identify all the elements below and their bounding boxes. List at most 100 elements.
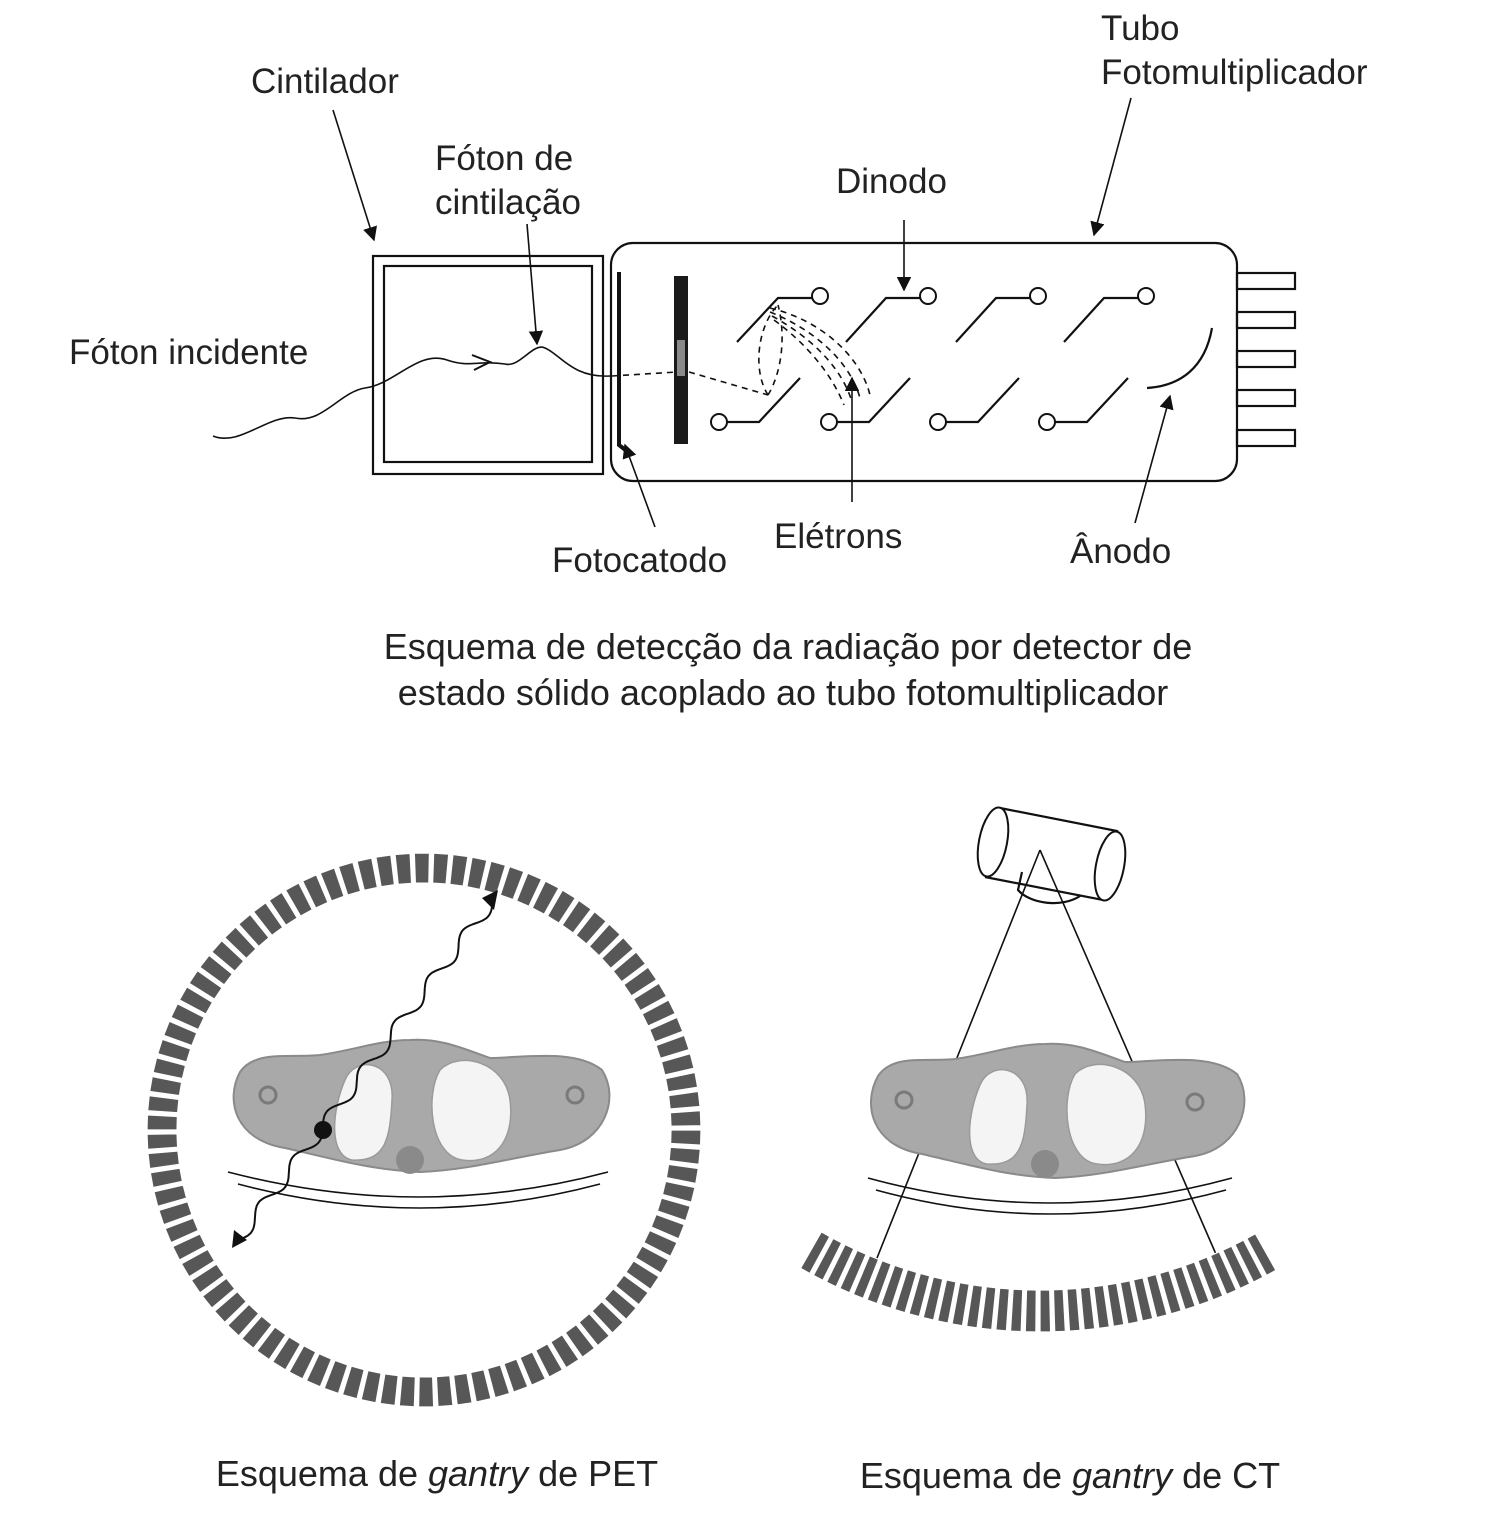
pet-detector-element xyxy=(223,926,257,960)
pet-detector-element xyxy=(591,1300,625,1334)
pet-detector-element xyxy=(641,999,677,1027)
pet-detector-element xyxy=(669,1110,702,1127)
pet-detector-element xyxy=(588,923,622,957)
caption-ct: Esquema de gantry de CT xyxy=(860,1455,1280,1496)
ct-detector-element xyxy=(1106,1282,1125,1328)
pet-detector-element xyxy=(323,1359,349,1395)
pet-detector-element xyxy=(612,951,647,983)
pet-detector-element xyxy=(305,1352,333,1388)
ct-detector-element xyxy=(1209,1251,1238,1296)
photocathode xyxy=(617,272,630,454)
label-tubo-2: Fotomultiplicador xyxy=(1101,53,1368,92)
pet-detector-element xyxy=(661,1180,696,1203)
pet-detector-element xyxy=(466,856,488,891)
label-foton-cintilacao-2: cintilação xyxy=(435,183,581,222)
ct-detector-element xyxy=(922,1276,944,1321)
ct-detector-element xyxy=(936,1279,957,1324)
pet-detector-element xyxy=(561,899,593,934)
pet-detector-element xyxy=(665,1163,699,1185)
pet-detector-element xyxy=(147,1094,180,1114)
ct-detector-element xyxy=(1052,1288,1066,1333)
ct-detector-element xyxy=(1221,1245,1251,1290)
pet-detector-element xyxy=(632,982,668,1012)
pet-detector-ring xyxy=(146,852,702,1408)
ct-detector-element xyxy=(812,1237,843,1282)
pet-detector-element xyxy=(356,857,379,892)
ct-detector-element xyxy=(852,1254,880,1300)
ct-detector-element xyxy=(1009,1288,1024,1333)
pet-detector-element xyxy=(360,1369,382,1404)
pointer-arrows xyxy=(332,97,1174,528)
pet-detector-element xyxy=(255,1326,287,1361)
ct-detector-element xyxy=(1039,1289,1052,1333)
pet-detector-element xyxy=(147,1150,181,1170)
pet-detector-element xyxy=(483,860,507,895)
pet-detector-element xyxy=(284,882,314,917)
electron-cascade xyxy=(758,304,871,406)
ct-detector-element xyxy=(839,1249,867,1294)
pet-detector-element xyxy=(149,1075,183,1097)
pet-patient-section xyxy=(227,1038,611,1209)
pet-detector-element xyxy=(575,910,608,945)
pet-detector-element xyxy=(417,1376,435,1408)
ct-detector-element xyxy=(880,1264,905,1310)
ct-detector-element xyxy=(1184,1261,1210,1306)
ct-detector-element xyxy=(1171,1265,1196,1311)
ct-gantry xyxy=(799,806,1277,1333)
pet-detector-element xyxy=(600,936,635,970)
pet-detector-element xyxy=(670,1129,702,1146)
label-foton-incidente: Fóton incidente xyxy=(69,333,308,372)
ct-detector-element xyxy=(1145,1273,1168,1319)
pet-detector-element xyxy=(156,1038,192,1063)
pet-detector-element xyxy=(288,1344,317,1380)
pet-detector-element xyxy=(210,939,245,973)
pet-detector-element xyxy=(650,1213,686,1240)
ct-detector-element xyxy=(799,1231,831,1275)
pet-detector-element xyxy=(578,1312,611,1347)
ct-detector-element xyxy=(995,1287,1010,1332)
caption-top-line-2: estado sólido acoplado ao tubo fotomulti… xyxy=(398,672,1169,713)
caption-pet: Esquema de gantry de PET xyxy=(216,1453,658,1494)
ct-detector-element xyxy=(825,1243,855,1288)
pet-detector-element xyxy=(170,1002,205,1031)
pet-detector-element xyxy=(469,1368,492,1403)
pet-detector-element xyxy=(379,1373,399,1407)
pet-detector-element xyxy=(413,852,431,884)
pet-detector-element xyxy=(252,901,284,937)
pet-detector-element xyxy=(375,854,396,888)
pet-detector-element xyxy=(625,1260,660,1291)
pet-detector-element xyxy=(519,1351,547,1387)
ct-detector-element xyxy=(965,1284,984,1329)
pet-detector-element xyxy=(603,1287,638,1321)
caption-top-line-1: Esquema de detecção da radiação por dete… xyxy=(384,626,1193,667)
ct-detector-element xyxy=(894,1268,918,1314)
ct-detector-element xyxy=(866,1259,892,1305)
ct-detector-element xyxy=(1246,1232,1277,1277)
pet-detector-element xyxy=(178,986,214,1015)
ct-detector-element xyxy=(1234,1239,1264,1283)
pet-detector-element xyxy=(660,1052,695,1076)
pet-detector-element xyxy=(237,913,270,948)
pet-detector-element xyxy=(515,872,543,908)
ct-detector-element xyxy=(1079,1286,1096,1331)
pet-detector-element xyxy=(614,1274,649,1306)
pet-detector-element xyxy=(531,880,560,916)
label-foton-cintilacao-1: Fóton de xyxy=(435,139,573,178)
pet-detector-element xyxy=(634,1245,670,1274)
pet-detector-element xyxy=(153,1184,188,1208)
anode xyxy=(1146,327,1214,390)
pet-detector-element xyxy=(549,1333,580,1369)
pet-detector-element xyxy=(201,1277,236,1309)
dynodes-lower xyxy=(710,377,1129,431)
focusing-electrode xyxy=(674,276,688,444)
photoelectron-path-2 xyxy=(688,371,769,396)
ct-detector-element xyxy=(1093,1284,1111,1330)
annihilation-photon-path xyxy=(237,893,495,1241)
xray-tube xyxy=(976,806,1127,905)
pet-detector-element xyxy=(452,1372,473,1406)
pet-detector-element xyxy=(190,1263,225,1294)
pet-detector-element xyxy=(146,1114,178,1131)
pet-detector-element xyxy=(180,1248,216,1278)
pet-detector-element xyxy=(271,1336,302,1371)
